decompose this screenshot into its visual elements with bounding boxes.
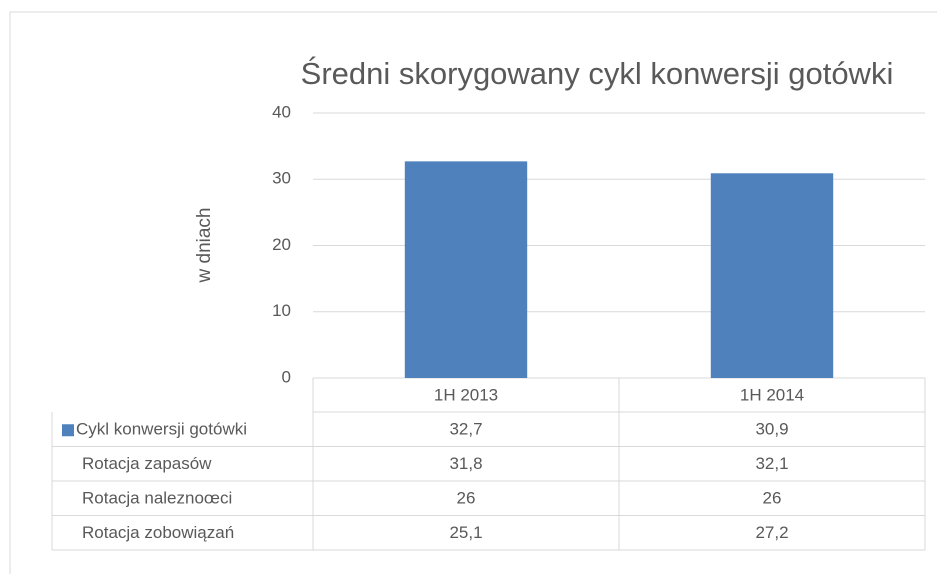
table-value: 26 [763, 489, 782, 508]
table-value: 32,7 [449, 420, 482, 439]
y-tick-label: 20 [272, 235, 291, 254]
row-label: Rotacja naleznoœci [82, 489, 232, 508]
table-value: 27,2 [755, 523, 788, 542]
y-tick-label: 0 [282, 367, 291, 386]
y-tick-label: 40 [272, 102, 291, 121]
row-label: Rotacja zobowiązań [82, 523, 234, 542]
table-value: 26 [457, 489, 476, 508]
x-tick-label: 1H 2013 [434, 385, 498, 404]
table-value: 30,9 [755, 420, 788, 439]
y-tick-label: 30 [272, 169, 291, 188]
bar [710, 173, 834, 378]
row-label: Rotacja zapasów [82, 454, 212, 473]
x-tick-label: 1H 2014 [740, 385, 804, 404]
bar [404, 161, 528, 378]
legend-key [62, 424, 74, 437]
table-value: 25,1 [449, 523, 482, 542]
chart-title: Średni skorygowany cykl konwersji gotówk… [301, 55, 894, 91]
table-value: 32,1 [755, 454, 788, 473]
y-tick-label: 10 [272, 301, 291, 320]
legend-label: Cykl konwersji gotówki [76, 420, 247, 439]
y-axis-label: w dniach [194, 208, 215, 284]
table-value: 31,8 [449, 454, 482, 473]
